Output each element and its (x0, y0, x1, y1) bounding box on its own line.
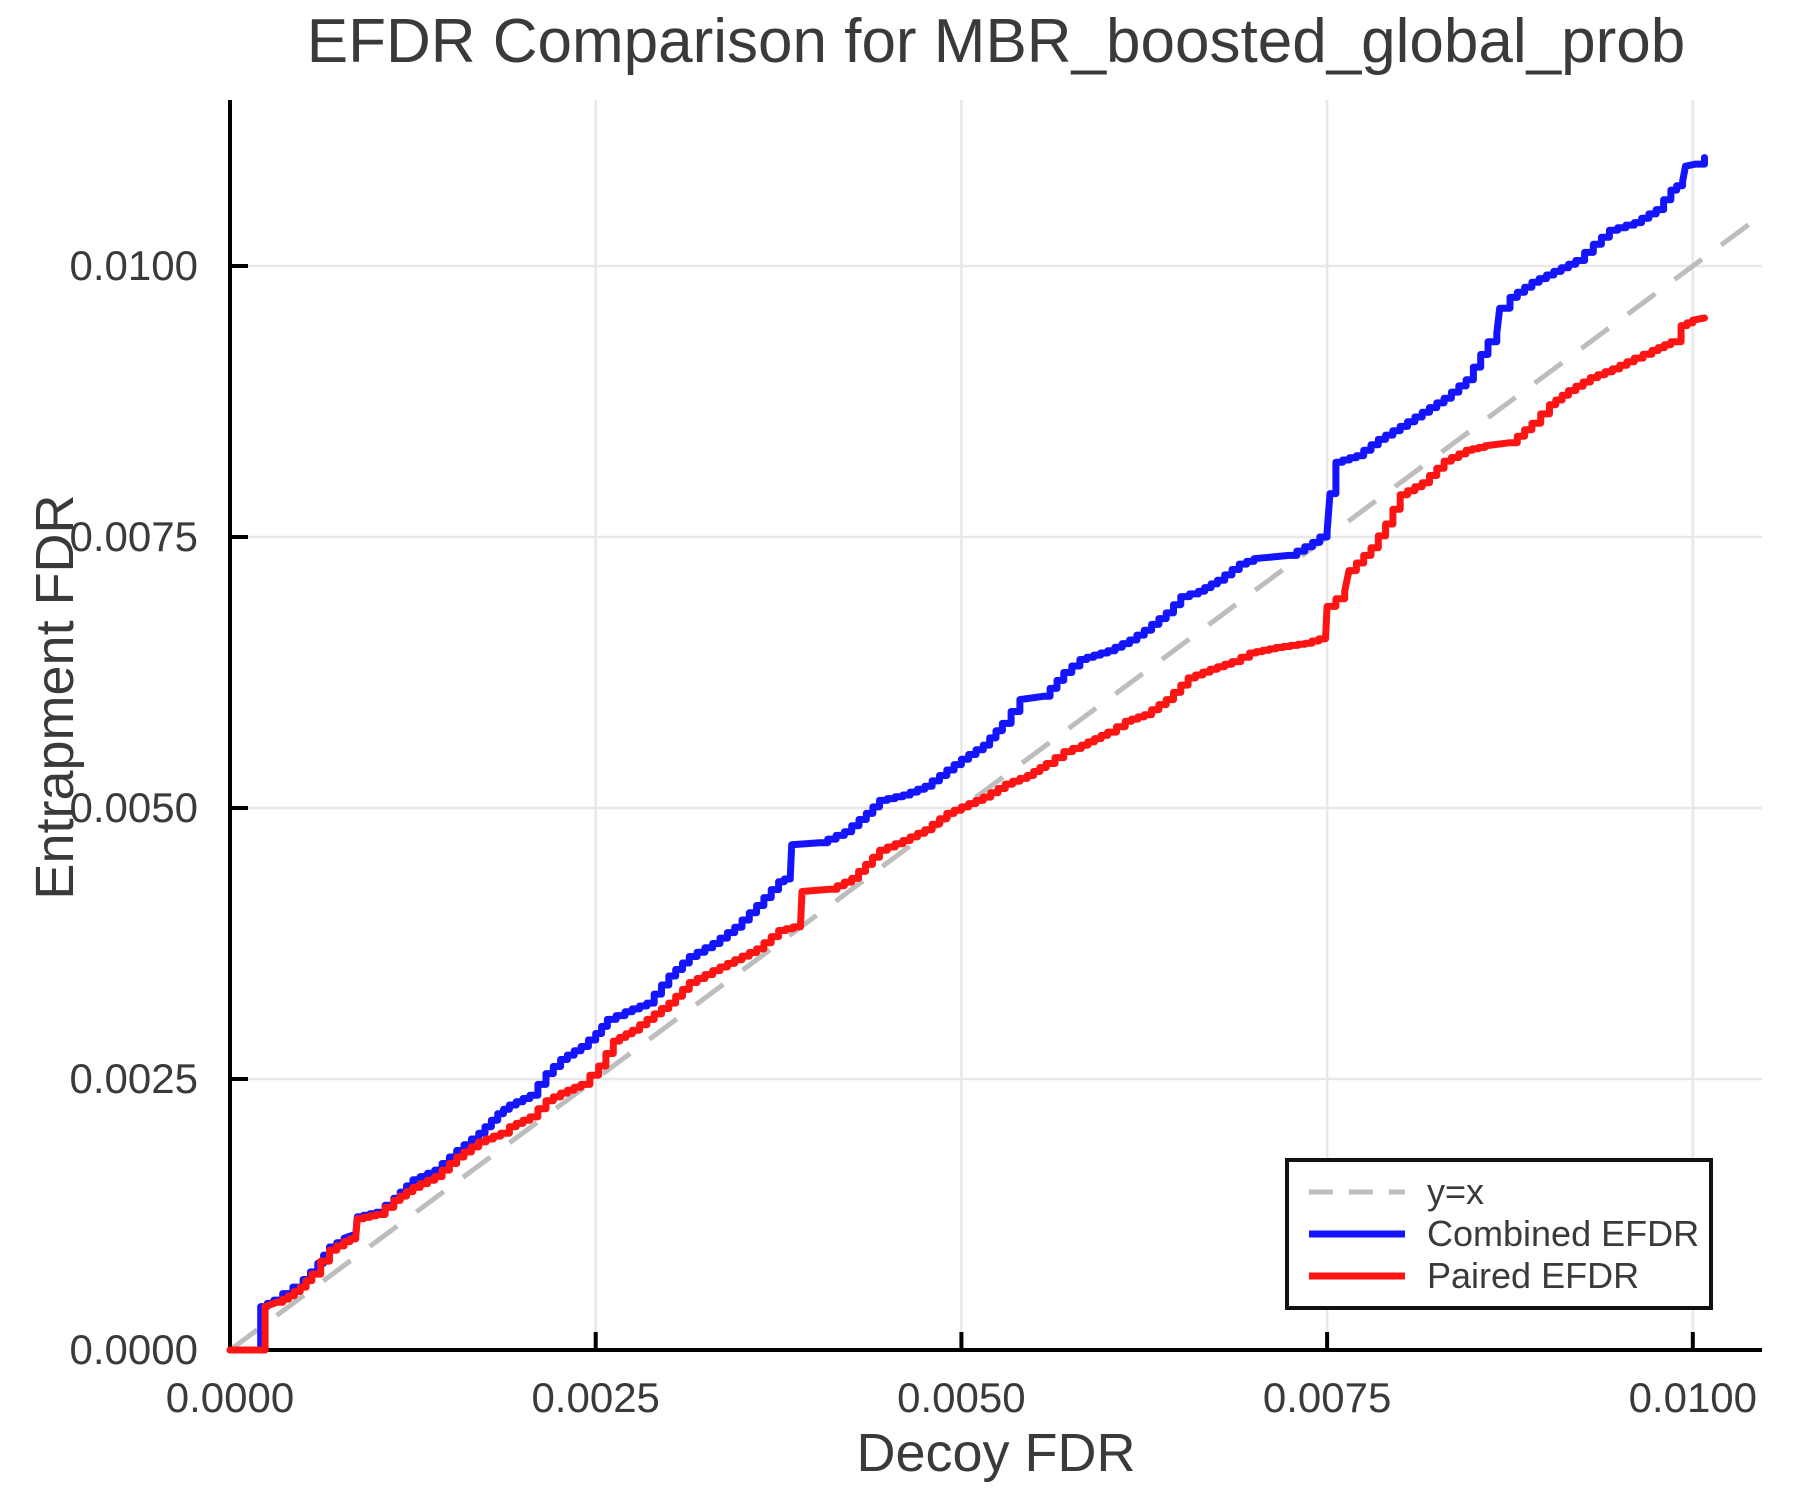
chart-title: EFDR Comparison for MBR_boosted_global_p… (306, 7, 1686, 76)
x-tick-label: 0.0100 (1629, 1374, 1757, 1421)
legend-label-identity: y=x (1427, 1171, 1485, 1212)
y-tick-label: 0.0000 (70, 1326, 198, 1373)
x-tick-label: 0.0000 (166, 1374, 294, 1421)
y-tick-label: 0.0100 (70, 242, 198, 289)
y-tick-label: 0.0075 (70, 513, 198, 560)
legend-item-combined-efdr: Combined EFDR (1307, 1214, 1699, 1254)
y-tick-label: 0.0050 (70, 784, 198, 831)
legend-item-paired-efdr: Paired EFDR (1307, 1256, 1693, 1296)
x-tick-label: 0.0025 (531, 1374, 659, 1421)
x-tick-label: 0.0075 (1263, 1374, 1391, 1421)
y-tick-label: 0.0025 (70, 1055, 198, 1102)
x-tick-label: 0.0050 (897, 1374, 1025, 1421)
legend: y=x Combined EFDR Paired EFDR (1285, 1158, 1713, 1310)
series-line-paired-efdr (226, 314, 1708, 1354)
x-axis-label: Decoy FDR (856, 1423, 1136, 1483)
legend-item-identity: y=x (1307, 1172, 1693, 1212)
legend-label-combined-efdr: Combined EFDR (1427, 1213, 1700, 1254)
combined-efdr-line-sample (1309, 1230, 1405, 1238)
legend-label-paired-efdr: Paired EFDR (1427, 1255, 1640, 1296)
identity-line-sample (1309, 1189, 1405, 1195)
paired-efdr-line-sample (1309, 1272, 1405, 1280)
identity-line (228, 212, 1764, 1353)
series-line-combined-efdr (226, 154, 1708, 1354)
